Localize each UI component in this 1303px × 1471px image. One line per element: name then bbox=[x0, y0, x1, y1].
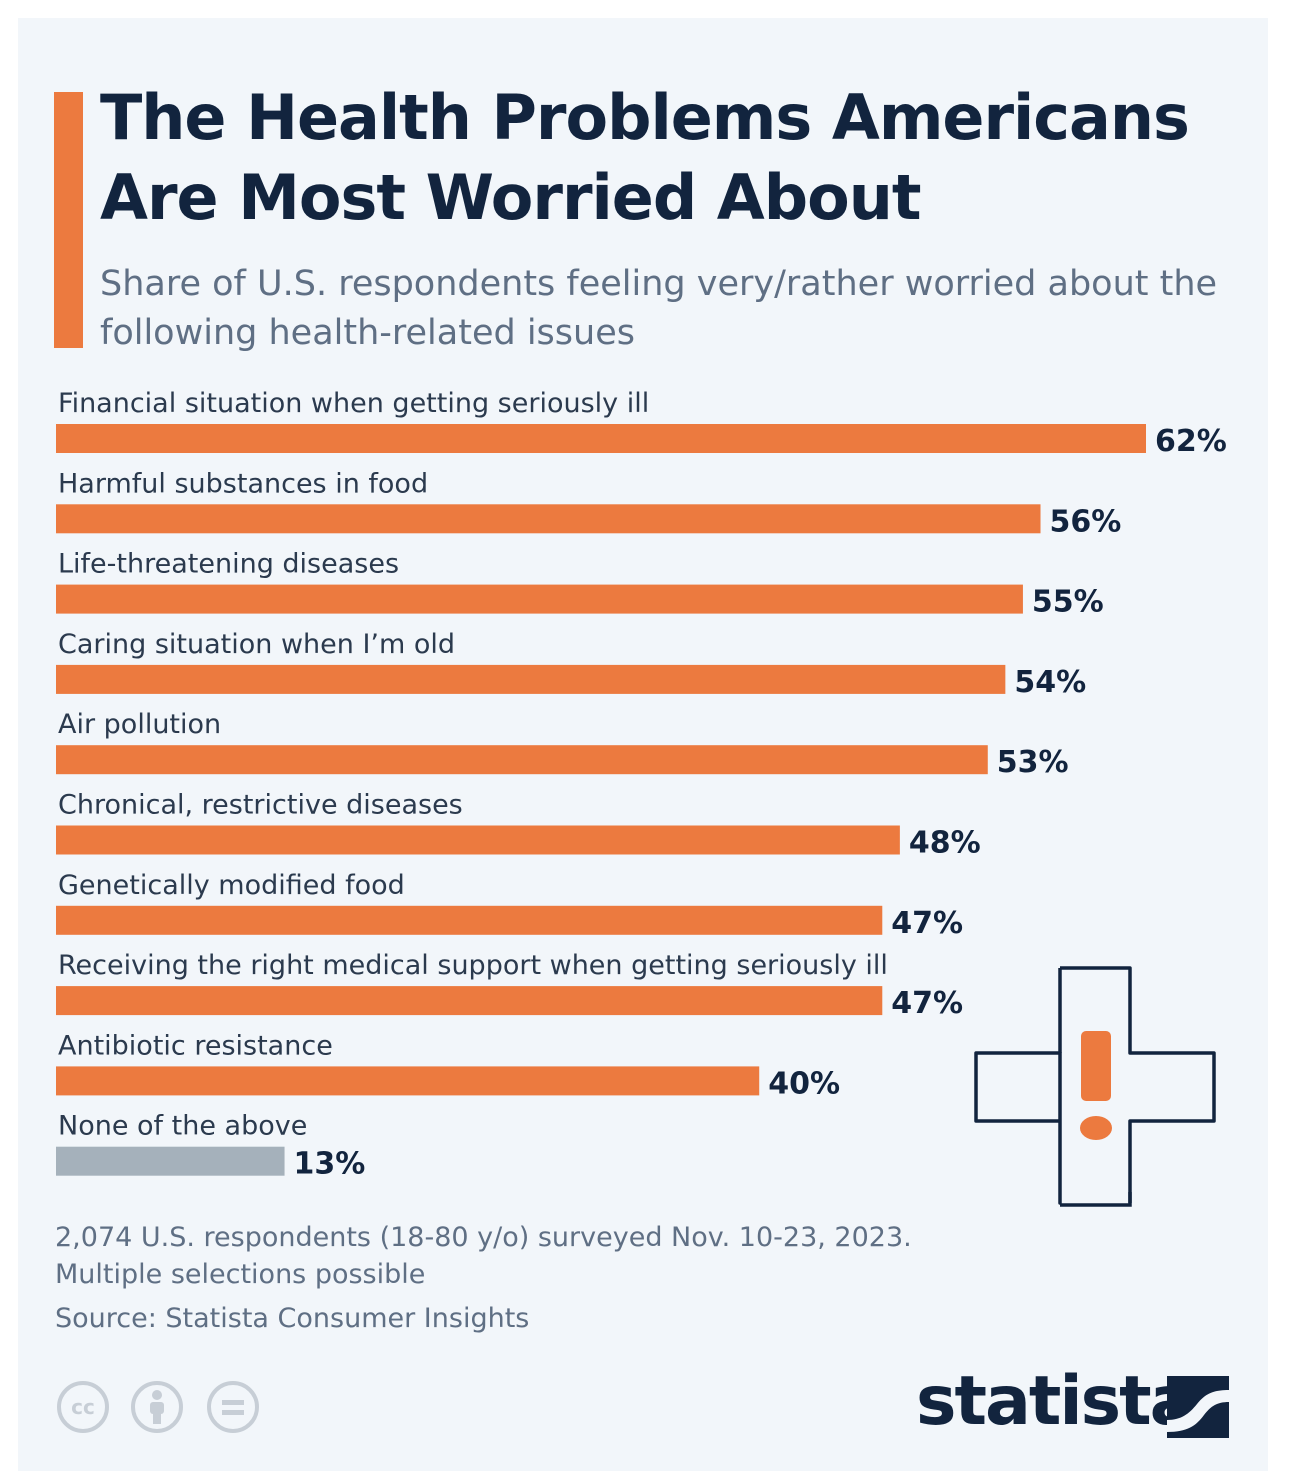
category-label: Life-threatening diseases bbox=[58, 549, 399, 580]
value-label: 47% bbox=[891, 906, 963, 941]
cc-icon[interactable]: cc bbox=[56, 1380, 110, 1434]
value-label: 13% bbox=[294, 1147, 366, 1182]
category-label: Chronical, restrictive diseases bbox=[58, 790, 463, 821]
value-label: 40% bbox=[768, 1066, 840, 1101]
statista-logo-text[interactable]: statista bbox=[916, 1362, 1196, 1441]
svg-text:cc: cc bbox=[71, 1395, 95, 1419]
bar bbox=[56, 905, 883, 935]
source-note: Source: Statista Consumer Insights bbox=[55, 1303, 530, 1334]
footnote-line-1: 2,074 U.S. respondents (18-80 y/o) surve… bbox=[55, 1222, 912, 1253]
attribution-icon[interactable] bbox=[130, 1380, 184, 1434]
value-label: 62% bbox=[1155, 424, 1227, 459]
chart-title: The Health Problems Americans Are Most W… bbox=[100, 81, 1190, 234]
bar bbox=[56, 745, 988, 775]
bar bbox=[56, 825, 900, 855]
title-accent-bar bbox=[54, 92, 83, 348]
category-label: Air pollution bbox=[58, 709, 221, 740]
bar bbox=[56, 1146, 285, 1176]
value-label: 53% bbox=[997, 745, 1069, 780]
medical-cross-exclamation-icon bbox=[974, 966, 1216, 1207]
category-label: None of the above bbox=[58, 1111, 307, 1142]
bar bbox=[56, 1066, 760, 1096]
bar bbox=[56, 664, 1006, 694]
bars-layer: Financial situation when getting serious… bbox=[56, 388, 1227, 1182]
value-label: 48% bbox=[909, 826, 981, 861]
value-label: 47% bbox=[891, 986, 963, 1021]
category-label: Genetically modified food bbox=[58, 870, 405, 901]
footnote-line-2: Multiple selections possible bbox=[55, 1259, 426, 1290]
chart-card bbox=[18, 18, 1268, 1471]
category-label: Receiving the right medical support when… bbox=[58, 950, 888, 981]
category-label: Financial situation when getting serious… bbox=[58, 388, 649, 419]
category-label: Antibiotic resistance bbox=[58, 1030, 333, 1061]
statista-logo-icon bbox=[1167, 1376, 1229, 1438]
value-label: 56% bbox=[1050, 504, 1122, 539]
category-label: Harmful substances in food bbox=[58, 468, 428, 499]
bar bbox=[56, 986, 883, 1016]
footnote: 2,074 U.S. respondents (18-80 y/o) surve… bbox=[55, 1219, 1055, 1293]
bar bbox=[56, 424, 1146, 453]
category-label: Caring situation when I’m old bbox=[58, 629, 455, 660]
bar bbox=[56, 584, 1023, 614]
value-label: 54% bbox=[1014, 665, 1086, 700]
bar bbox=[56, 504, 1041, 534]
value-label: 55% bbox=[1032, 585, 1104, 620]
no-derivatives-icon[interactable] bbox=[206, 1380, 260, 1434]
chart-subtitle: Share of U.S. respondents feeling very/r… bbox=[100, 264, 1218, 353]
